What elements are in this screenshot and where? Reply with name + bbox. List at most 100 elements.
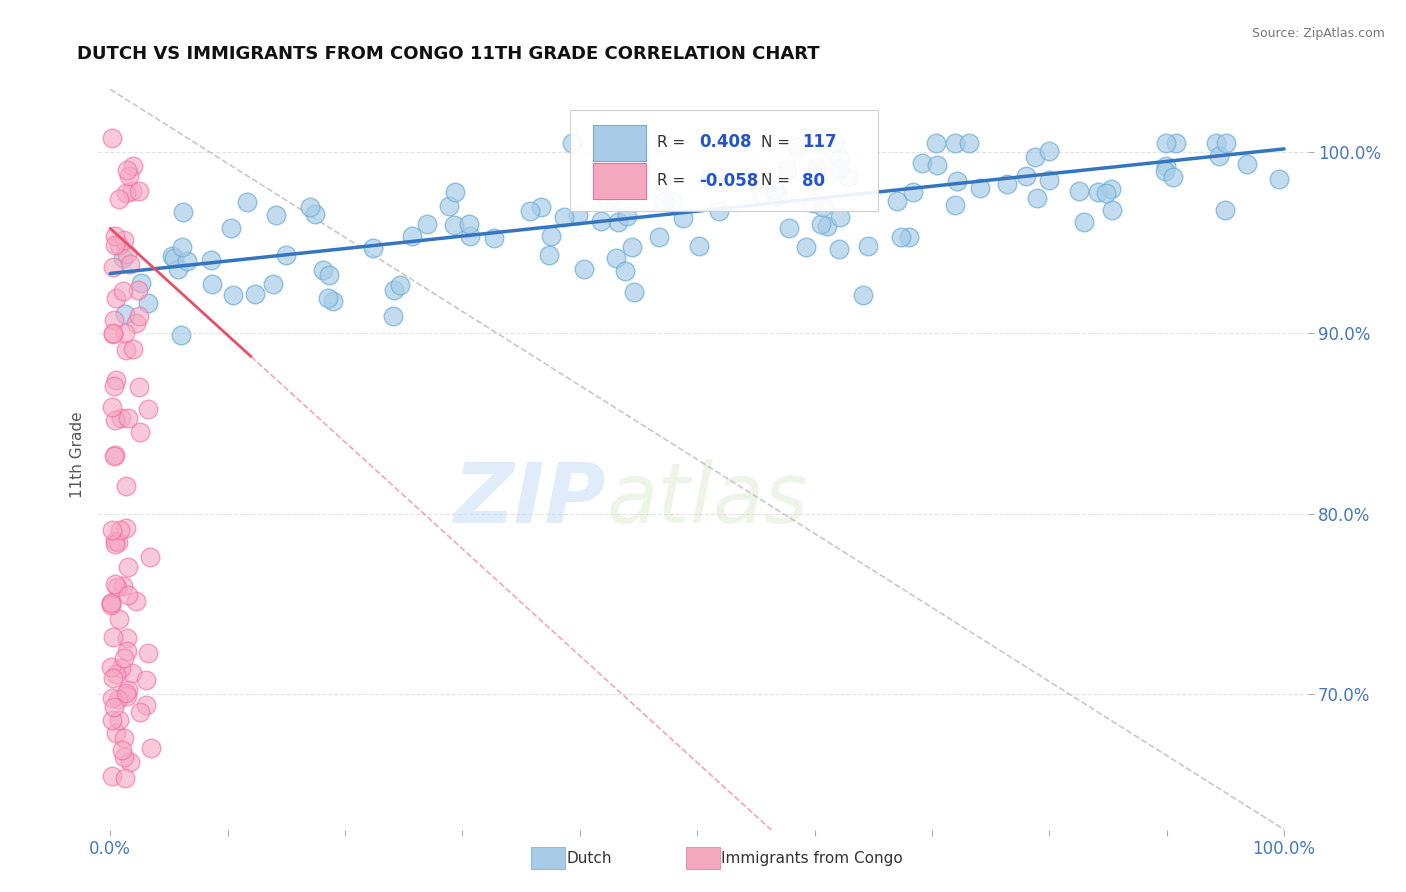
Point	[318, 268, 340, 282]
Point	[103, 228, 125, 243]
Point	[121, 185, 143, 199]
Point	[125, 316, 148, 330]
Point	[101, 713, 124, 727]
Text: R =: R =	[657, 173, 690, 188]
Point	[115, 343, 138, 357]
Point	[572, 262, 595, 277]
Point	[540, 228, 562, 243]
Point	[103, 378, 125, 392]
Point	[112, 750, 135, 764]
Point	[243, 287, 266, 301]
Point	[1153, 164, 1175, 178]
Point	[852, 288, 875, 302]
Point	[104, 577, 127, 591]
Point	[382, 309, 405, 323]
Point	[108, 612, 131, 626]
Point	[567, 208, 589, 222]
Point	[898, 230, 921, 244]
Point	[136, 401, 159, 416]
Point	[903, 185, 925, 199]
Point	[1101, 203, 1123, 218]
Point	[118, 257, 141, 271]
Point	[128, 309, 150, 323]
Point	[616, 209, 638, 223]
Point	[751, 186, 773, 201]
Point	[886, 194, 908, 208]
Point	[389, 277, 412, 292]
Point	[114, 771, 136, 785]
Point	[115, 479, 138, 493]
Point	[943, 136, 966, 151]
Text: Source: ZipAtlas.com: Source: ZipAtlas.com	[1251, 27, 1385, 40]
FancyBboxPatch shape	[593, 162, 647, 199]
Point	[105, 580, 128, 594]
Point	[264, 208, 287, 222]
Text: 0.408: 0.408	[699, 134, 752, 152]
Point	[104, 238, 127, 252]
Point	[107, 692, 129, 706]
Point	[997, 178, 1019, 192]
Point	[1087, 186, 1109, 200]
Point	[1099, 182, 1122, 196]
Point	[117, 588, 139, 602]
Point	[115, 631, 138, 645]
Point	[1236, 157, 1258, 171]
Text: N =: N =	[761, 135, 794, 150]
Point	[1154, 159, 1177, 173]
Point	[114, 307, 136, 321]
Point	[117, 169, 139, 184]
Point	[114, 326, 136, 341]
Point	[1073, 215, 1095, 229]
Point	[105, 667, 128, 681]
Point	[890, 230, 912, 244]
Text: Dutch: Dutch	[567, 851, 612, 865]
Point	[115, 686, 138, 700]
Point	[943, 198, 966, 212]
Point	[312, 263, 335, 277]
Point	[457, 217, 479, 231]
Point	[810, 217, 832, 231]
Point	[138, 646, 160, 660]
Point	[117, 163, 139, 178]
Point	[105, 291, 128, 305]
Point	[262, 277, 284, 292]
Point	[117, 560, 139, 574]
Point	[382, 283, 405, 297]
Point	[105, 725, 128, 739]
Point	[120, 756, 142, 770]
Text: N =: N =	[761, 173, 794, 188]
Point	[104, 448, 127, 462]
Point	[1038, 144, 1060, 158]
Point	[519, 203, 541, 218]
Point	[101, 671, 124, 685]
Point	[707, 203, 730, 218]
Point	[115, 520, 138, 534]
Text: ZIP: ZIP	[454, 459, 606, 541]
Point	[135, 698, 157, 712]
Point	[129, 425, 152, 440]
Point	[110, 660, 132, 674]
Point	[129, 276, 152, 290]
Point	[827, 242, 849, 256]
Point	[561, 136, 583, 151]
Point	[222, 288, 245, 302]
Point	[128, 380, 150, 394]
Point	[1024, 150, 1046, 164]
Point	[763, 183, 786, 197]
Point	[172, 205, 194, 219]
Point	[969, 180, 991, 194]
Point	[103, 699, 125, 714]
Point	[236, 194, 259, 209]
Point	[101, 131, 124, 145]
Point	[786, 140, 808, 154]
Point	[1161, 170, 1184, 185]
Point	[661, 194, 683, 208]
Point	[100, 596, 122, 610]
Point	[858, 238, 880, 252]
Point	[911, 156, 934, 170]
Point	[101, 327, 124, 342]
Point	[401, 228, 423, 243]
Point	[176, 254, 198, 268]
Point	[623, 285, 645, 300]
Point	[100, 598, 122, 612]
